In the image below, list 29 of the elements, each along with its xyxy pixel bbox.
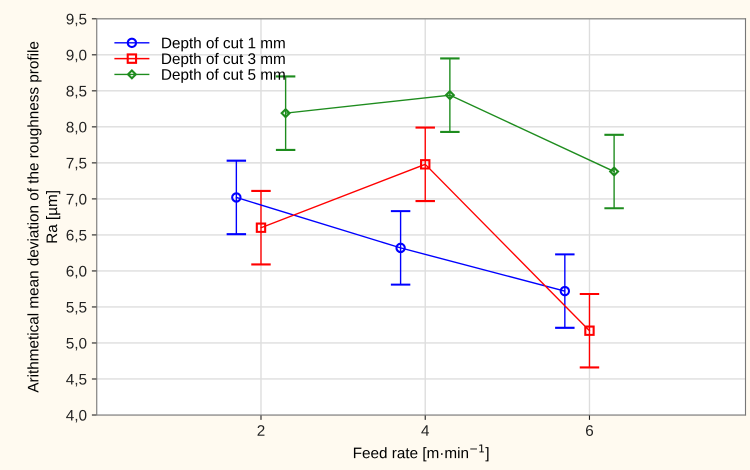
point xyxy=(256,222,266,233)
point xyxy=(280,108,291,118)
point xyxy=(395,242,406,254)
point xyxy=(444,90,455,100)
x-tick-label: 6 xyxy=(586,425,594,436)
x-tick-label: 4 xyxy=(421,425,430,436)
y-tick-label: 5,0 xyxy=(66,338,86,350)
y-tick-label: 8,0 xyxy=(66,122,86,134)
point xyxy=(584,326,595,336)
y-tick-label: 6,5 xyxy=(66,230,86,242)
y-tick-label: 8,5 xyxy=(66,86,86,98)
y-tick-label: 4,5 xyxy=(66,374,86,386)
y-tick-label: 7,0 xyxy=(66,194,86,206)
y-tick-label: 9,5 xyxy=(66,14,86,26)
y-axis-title: Arithmetical mean deviation of the roughness profile Ra [µm] xyxy=(27,42,60,393)
legend-label: Depth of cut 5 mm xyxy=(162,68,285,83)
y-tick-label: 4,0 xyxy=(66,410,86,422)
x-axis-title: Feed rate [m·min$^{−1}$] xyxy=(354,444,488,462)
point xyxy=(560,286,570,296)
x-tick-label: 2 xyxy=(258,425,264,436)
y-tick-label: 9,0 xyxy=(66,50,86,62)
legend-label: Depth of cut 3 mm xyxy=(162,52,285,68)
legend-label: Depth of cut 1 mm xyxy=(162,37,285,52)
y-tick-label: 6,0 xyxy=(66,266,86,278)
y-tick-label: 5,5 xyxy=(66,302,86,314)
point xyxy=(609,166,620,176)
y-tick-label: 7,5 xyxy=(66,158,86,170)
point xyxy=(420,159,430,170)
point xyxy=(231,192,242,203)
